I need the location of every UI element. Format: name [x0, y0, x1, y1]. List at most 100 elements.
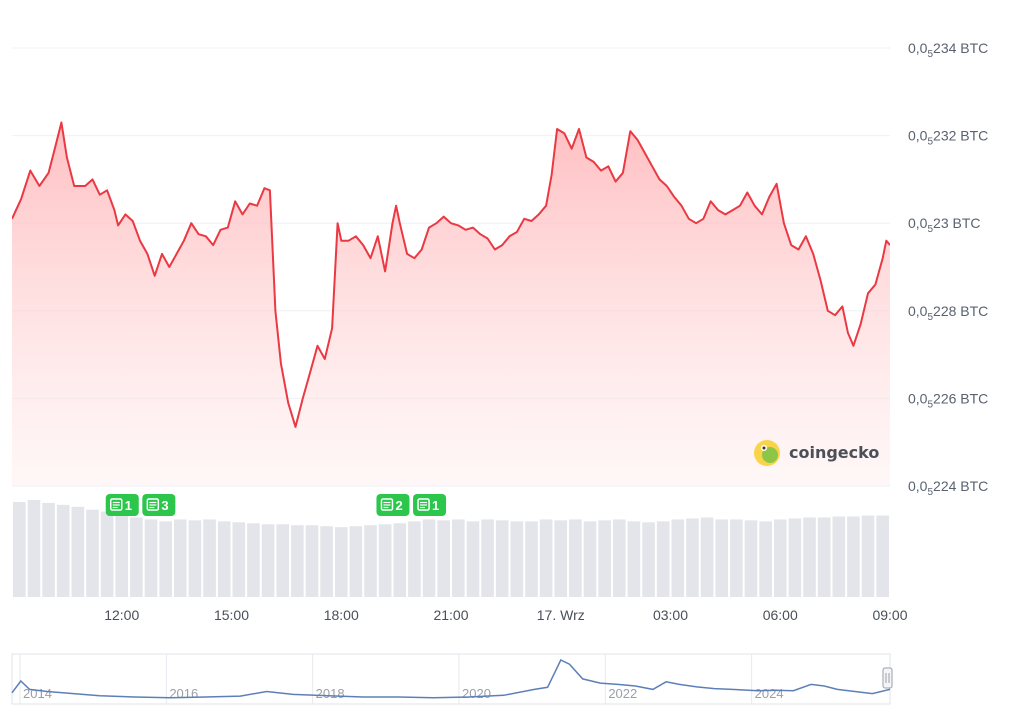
navigator-tick-label: 2024	[755, 686, 784, 701]
navigator-tick-label: 2020	[462, 686, 491, 701]
volume-bar	[627, 521, 641, 597]
volume-bar	[700, 517, 714, 597]
volume-bar	[27, 500, 41, 597]
x-tick-label: 15:00	[214, 607, 249, 623]
volume-bar	[656, 521, 670, 597]
volume-bar	[466, 521, 480, 597]
volume-bar	[481, 519, 494, 597]
volume-bar	[305, 525, 319, 597]
volume-bar	[115, 514, 129, 597]
volume-bar	[437, 520, 450, 597]
volume-bar	[320, 526, 333, 597]
volume-bar	[773, 519, 787, 597]
volume-bar	[291, 525, 304, 597]
y-tick-base: 0,0	[908, 390, 928, 406]
volume-bar	[569, 519, 582, 597]
navigator-line	[11, 658, 891, 699]
volume-bar	[144, 519, 158, 597]
volume-bar	[583, 521, 597, 597]
y-tick-subscript: 5	[927, 487, 933, 498]
volume-bar	[876, 515, 889, 597]
volume-bar	[364, 525, 377, 597]
volume-bar	[612, 519, 626, 597]
event-count: 3	[161, 498, 168, 513]
y-tick-label: 0,05224 BTC	[908, 478, 988, 498]
watermark-text: coingecko	[789, 443, 879, 462]
volume-bar	[554, 520, 568, 597]
volume-bar	[525, 521, 538, 597]
news-icon	[417, 498, 430, 511]
y-tick-rest: 224 BTC	[933, 478, 988, 494]
event-markers: 1 3 2 1	[105, 494, 447, 516]
volume-bar	[671, 519, 685, 597]
y-tick-base: 0,0	[908, 215, 928, 231]
event-badge[interactable]: 1	[413, 494, 447, 516]
price-series	[12, 121, 890, 486]
volume-bar	[861, 515, 875, 597]
x-tick-label: 18:00	[324, 607, 359, 623]
y-tick-label: 0,05232 BTC	[908, 128, 988, 148]
range-navigator[interactable]: 2014 2016 2018 2020 2022 2024	[11, 653, 893, 705]
volume-bar	[261, 524, 275, 597]
volume-bar	[42, 502, 55, 597]
navigator-frame[interactable]	[11, 653, 891, 705]
y-tick-rest: 232 BTC	[933, 128, 988, 144]
y-tick-base: 0,0	[908, 303, 928, 319]
volume-bar	[188, 520, 202, 597]
volume-bar	[642, 522, 655, 597]
volume-bar	[730, 519, 743, 597]
x-tick-label: 09:00	[872, 607, 907, 623]
volume-bar	[510, 521, 524, 597]
volume-bar	[495, 520, 509, 597]
y-tick-label: 0,05234 BTC	[908, 40, 988, 60]
news-icon	[110, 498, 123, 511]
x-tick-label: 21:00	[433, 607, 468, 623]
y-tick-base: 0,0	[908, 128, 928, 144]
x-tick-label: 06:00	[763, 607, 798, 623]
y-tick-rest: 226 BTC	[933, 390, 988, 406]
coingecko-watermark: coingecko	[754, 440, 879, 466]
event-badge[interactable]: 1	[105, 494, 139, 516]
price-area	[12, 122, 890, 486]
volume-bar	[803, 517, 816, 597]
volume-bar	[86, 509, 99, 597]
volume-bar	[408, 521, 421, 597]
volume-bar	[232, 522, 246, 597]
volume-bar	[393, 523, 407, 597]
y-tick-base: 0,0	[908, 478, 928, 494]
event-badge[interactable]: 3	[142, 494, 176, 516]
volume-bar	[817, 517, 831, 597]
volume-bar	[217, 521, 231, 597]
navigator-tick-label: 2018	[316, 686, 345, 701]
x-tick-label: 17. Wrz	[537, 607, 585, 623]
y-tick-rest: 228 BTC	[933, 303, 988, 319]
volume-bar	[759, 521, 772, 597]
volume-bar	[539, 519, 553, 597]
volume-bar	[159, 521, 172, 597]
y-tick-rest: 234 BTC	[933, 40, 988, 56]
event-count: 1	[125, 498, 132, 513]
volume-bar	[71, 506, 85, 597]
y-tick-base: 0,0	[908, 40, 928, 56]
volume-bar	[334, 527, 348, 597]
x-tick-label: 12:00	[104, 607, 139, 623]
volume-bar	[422, 519, 436, 597]
volume-bar	[847, 516, 860, 597]
volume-bar	[247, 523, 260, 597]
y-tick-subscript: 5	[927, 224, 933, 235]
volume-bar	[686, 518, 699, 597]
volume-bar	[744, 520, 758, 597]
navigator-handle[interactable]	[882, 667, 893, 689]
volume-bar	[130, 517, 143, 597]
y-tick-subscript: 5	[927, 399, 933, 410]
event-badge[interactable]: 2	[376, 494, 410, 516]
volume-bar	[378, 524, 392, 597]
x-axis: 12:00 15:00 18:00 21:00 17. Wrz 03:00 06:00 09:…	[104, 607, 907, 623]
volume-bar	[56, 504, 70, 597]
event-count: 2	[395, 498, 402, 513]
news-icon	[146, 498, 160, 511]
news-icon	[380, 498, 394, 511]
price-line	[12, 121, 890, 428]
